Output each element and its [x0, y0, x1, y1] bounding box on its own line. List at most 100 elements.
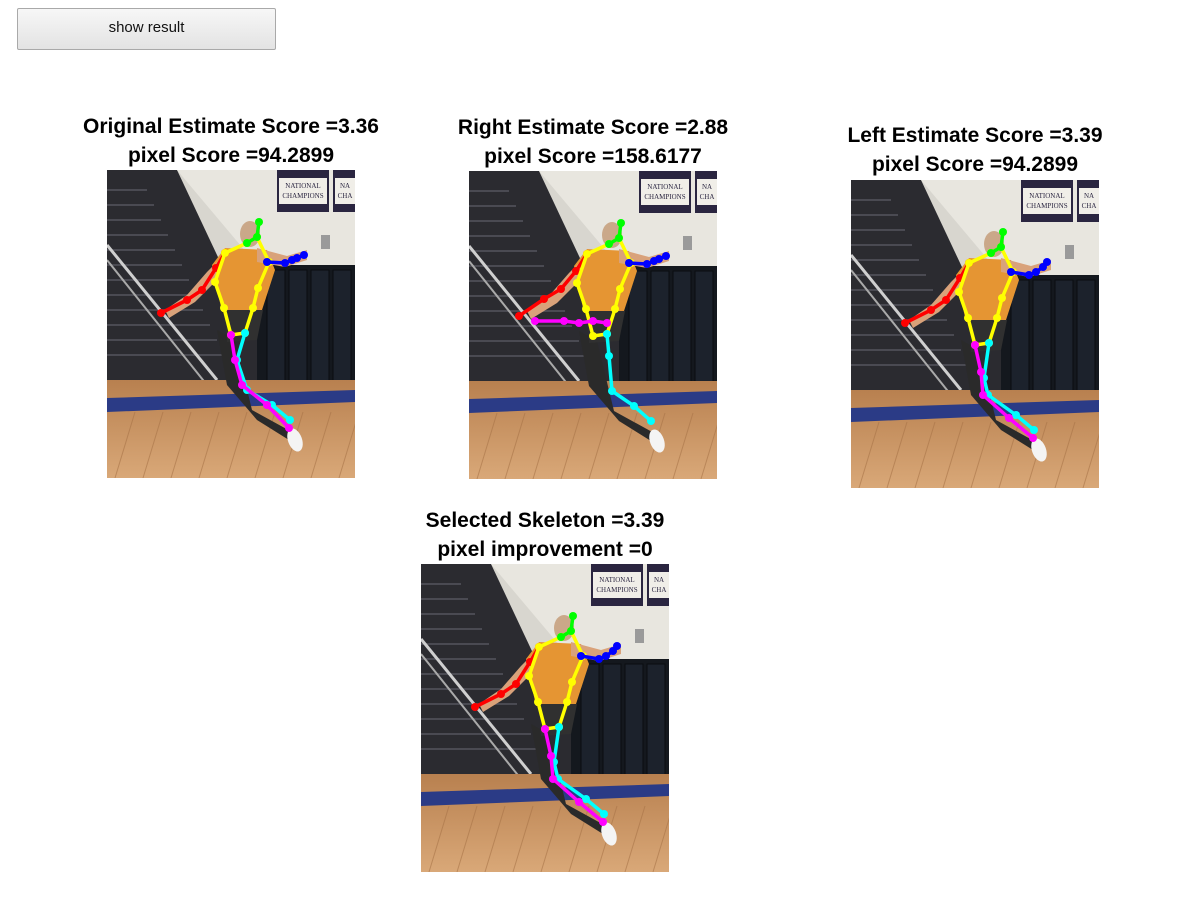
- skeleton-joint: [183, 296, 191, 304]
- skeleton-joint: [563, 698, 571, 706]
- bleachers: [107, 170, 257, 380]
- banner-text: NATIONAL: [647, 183, 682, 191]
- basketball-photo: NATIONAL CHAMPIONS NA CHA: [851, 180, 1099, 488]
- skeleton-joint: [220, 304, 228, 312]
- skeleton-joint: [998, 294, 1006, 302]
- skeleton-joint: [583, 250, 591, 258]
- court-line: [851, 400, 1099, 422]
- left-leg-skeleton: [227, 331, 293, 432]
- skeleton-joint: [616, 285, 624, 293]
- skeleton-joint: [608, 387, 616, 395]
- left-leg-skeleton: [541, 725, 607, 826]
- skeleton-joint: [582, 305, 590, 313]
- panel-left-estimate: Left Estimate Score =3.39 pixel Score =9…: [847, 121, 1103, 489]
- left-leg-skeleton: [971, 341, 1037, 442]
- skeleton-joint: [1043, 258, 1051, 266]
- skeleton-joint: [221, 249, 229, 257]
- banner-text: NATIONAL: [285, 182, 320, 190]
- right-arm-skeleton: [625, 252, 670, 268]
- banner-text: NATIONAL: [1029, 192, 1064, 200]
- skeleton-joint: [582, 795, 590, 803]
- panel-right-estimate: Right Estimate Score =2.88 pixel Score =…: [458, 112, 728, 480]
- banner-text: CHA: [338, 192, 353, 200]
- skeleton-joint: [955, 288, 963, 296]
- pose-estimate-image: NATIONAL CHAMPIONS NA CHA: [851, 180, 1099, 488]
- skeleton-joint: [560, 317, 568, 325]
- skeleton-joint: [602, 652, 610, 660]
- banner-text: NA: [340, 182, 350, 190]
- head-skeleton: [557, 612, 577, 641]
- skeleton-joint: [655, 255, 663, 263]
- skeleton-joint: [589, 317, 597, 325]
- skeleton-joint: [625, 259, 633, 267]
- head-skeleton: [243, 218, 263, 247]
- basketball-photo: NATIONAL CHAMPIONS NA CHA: [469, 171, 717, 479]
- pixel-score-label: pixel Score =158.6177: [484, 145, 702, 168]
- skeleton-joint: [603, 319, 611, 327]
- banner-text: NA: [654, 576, 664, 584]
- skeleton-joint: [575, 798, 583, 806]
- skeleton-joint: [971, 341, 979, 349]
- skeleton-joint: [515, 312, 523, 320]
- skeleton-joint: [534, 698, 542, 706]
- skeleton-joint: [927, 306, 935, 314]
- show-result-button[interactable]: show result: [17, 8, 276, 50]
- panel-title: Left Estimate Score =3.39 pixel Score =9…: [847, 121, 1102, 179]
- skeleton-joint: [942, 296, 950, 304]
- skeleton-joint: [238, 381, 246, 389]
- skeleton-joint: [977, 368, 985, 376]
- skeleton-joint: [979, 391, 987, 399]
- skeleton-joint: [541, 725, 549, 733]
- skeleton-joint: [535, 643, 543, 651]
- skeleton-joint: [568, 678, 576, 686]
- skeleton-joint: [243, 239, 251, 247]
- skeleton-joint: [603, 330, 611, 338]
- skeleton-joint: [987, 249, 995, 257]
- score-label: Original Estimate Score =3.36: [83, 115, 379, 138]
- skeleton-joint: [231, 356, 239, 364]
- right-leg-skeleton: [603, 330, 655, 425]
- skeleton-joint: [531, 317, 539, 325]
- court-line: [107, 390, 355, 412]
- skeleton-joint: [617, 219, 625, 227]
- skeleton-joint: [497, 690, 505, 698]
- skeleton-joint: [643, 260, 651, 268]
- skeleton-joint: [999, 228, 1007, 236]
- skeleton-joint: [613, 642, 621, 650]
- skeleton-joint: [293, 254, 301, 262]
- skeleton-joint: [227, 331, 235, 339]
- score-label: Right Estimate Score =2.88: [457, 116, 729, 139]
- skeleton-joint: [1025, 271, 1033, 279]
- left-arm-skeleton: [515, 250, 591, 320]
- skeleton-joint: [1005, 414, 1013, 422]
- skeleton-joint: [572, 267, 580, 275]
- skeleton-joint: [1012, 411, 1020, 419]
- skeleton-joint: [575, 319, 583, 327]
- banner-text: CHAMPIONS: [282, 192, 323, 200]
- skeleton-joint: [557, 285, 565, 293]
- skeleton-joint: [547, 752, 555, 760]
- skeleton-joint: [211, 278, 219, 286]
- skeleton-joint: [1032, 268, 1040, 276]
- pixel-score-label: pixel Score =94.2899: [871, 153, 1079, 176]
- skeleton-joint: [605, 240, 613, 248]
- skeleton-joint: [286, 416, 294, 424]
- skeleton-joint: [901, 319, 909, 327]
- skeleton-joint: [964, 314, 972, 322]
- panel-title: Right Estimate Score =2.88 pixel Score =…: [458, 113, 728, 171]
- skeleton-joint: [985, 339, 993, 347]
- skeleton-joint: [549, 775, 557, 783]
- player: [527, 222, 669, 453]
- bleachers: [421, 564, 571, 774]
- score-label: Left Estimate Score =3.39: [847, 124, 1103, 147]
- banner-text: CHA: [700, 193, 715, 201]
- skeleton-joint: [512, 680, 520, 688]
- right-arm-skeleton: [577, 642, 621, 663]
- banner-text: CHA: [1082, 202, 1097, 210]
- bleachers: [469, 171, 619, 381]
- skeleton-joint: [263, 401, 271, 409]
- skeleton-joint: [281, 259, 289, 267]
- skeleton-joint: [1030, 426, 1038, 434]
- skeleton-joint: [1029, 434, 1037, 442]
- panel-selected-skeleton: Selected Skeleton =3.39 pixel improvemen…: [421, 506, 669, 874]
